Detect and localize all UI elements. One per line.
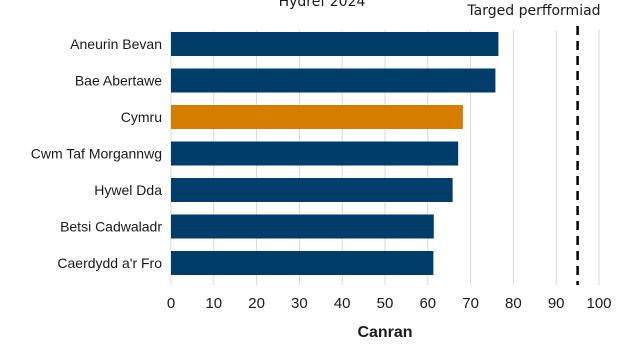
bar-hywel-dda bbox=[171, 178, 453, 202]
x-tick-label-50: 50 bbox=[377, 295, 394, 312]
bar-caerdydd-a-r-fro bbox=[171, 251, 434, 275]
x-tick-label-10: 10 bbox=[205, 295, 222, 312]
x-tick-label-30: 30 bbox=[291, 295, 308, 312]
bar-betsi-cadwaladr bbox=[171, 214, 434, 239]
x-tick-label-20: 20 bbox=[248, 295, 265, 312]
chart-title: Hydref 2024 bbox=[279, 0, 366, 10]
category-label-bae-abertawe: Bae Abertawe bbox=[75, 73, 162, 89]
bar-cwm-taf-morgannwg bbox=[171, 141, 459, 166]
x-axis-title: Canran bbox=[357, 324, 412, 341]
bar-aneurin-bevan bbox=[171, 32, 499, 56]
category-label-cwm-taf-morgannwg: Cwm Taf Morgannwg bbox=[31, 146, 162, 162]
x-tick-label-90: 90 bbox=[548, 295, 565, 312]
x-axis-ticks: 0 10 20 30 40 50 60 70 80 90 100 bbox=[167, 295, 612, 312]
bars bbox=[171, 32, 499, 275]
category-label-cymru: Cymru bbox=[121, 109, 162, 125]
category-labels: Aneurin Bevan Bae Abertawe Cymru Cwm Taf Mo… bbox=[31, 36, 163, 271]
category-label-caerdydd-a-r-fro: Caerdydd a'r Fro bbox=[57, 255, 162, 271]
x-tick-label-40: 40 bbox=[334, 295, 351, 312]
x-tick-label-100: 100 bbox=[586, 295, 611, 312]
category-label-betsi-cadwaladr: Betsi Cadwaladr bbox=[60, 219, 162, 235]
x-tick-label-0: 0 bbox=[167, 295, 175, 312]
x-tick-label-80: 80 bbox=[505, 295, 522, 312]
bar-cymru bbox=[171, 105, 463, 129]
x-tick-label-60: 60 bbox=[419, 295, 436, 312]
x-tick-label-70: 70 bbox=[462, 295, 479, 312]
category-label-aneurin-bevan: Aneurin Bevan bbox=[70, 36, 162, 52]
bar-bae-abertawe bbox=[171, 68, 496, 93]
target-label: Targed perfformiad bbox=[466, 3, 600, 19]
category-label-hywel-dda: Hywel Dda bbox=[94, 182, 162, 198]
